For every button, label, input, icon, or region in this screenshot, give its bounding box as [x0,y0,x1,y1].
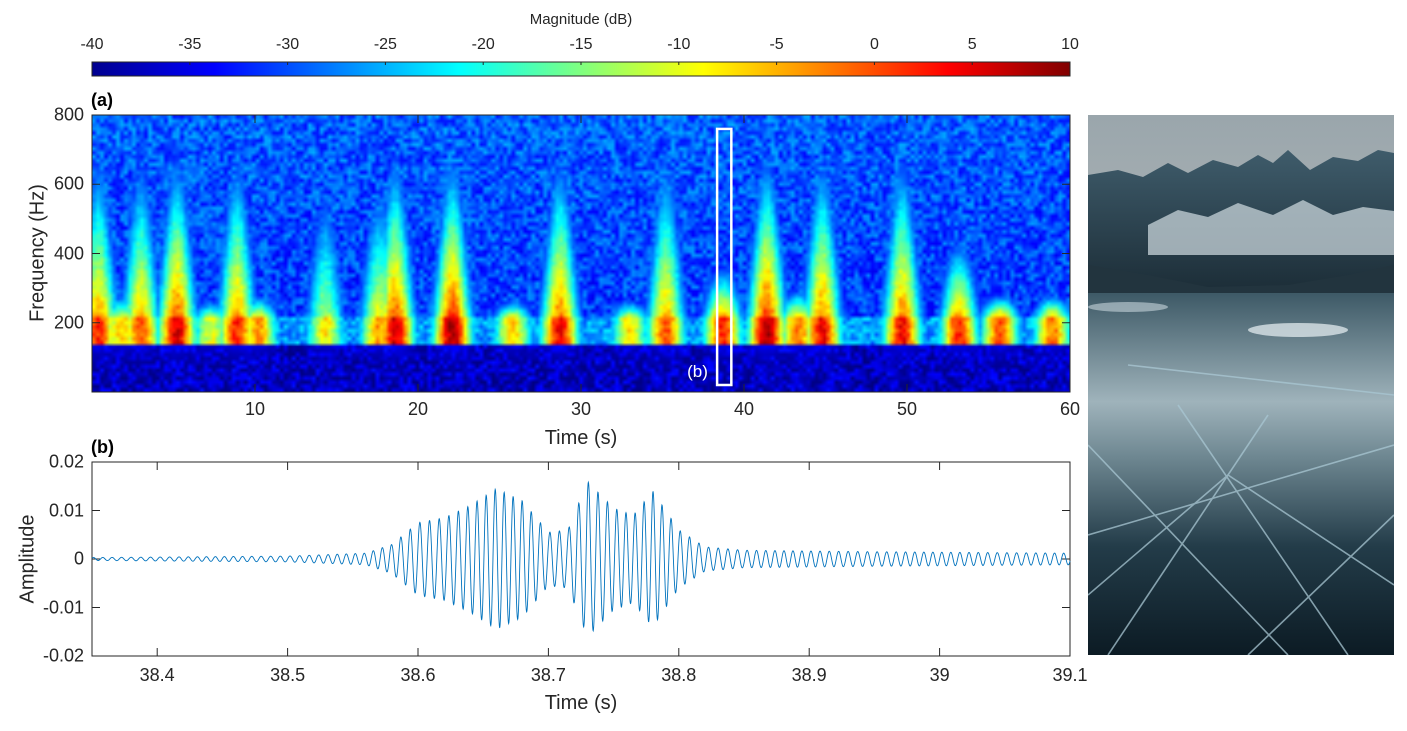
highlight-box-label: (b) [687,362,708,381]
waveform-y-tick-label: -0.01 [42,597,84,617]
spectrogram-y-tick-label: 800 [53,104,84,125]
colorbar-tick-label: -25 [373,36,397,53]
spectrogram-x-tick-label: 10 [244,399,266,419]
spectrogram-y-tick-label: 200 [53,312,84,333]
waveform-x-tick-label: 39.1 [1052,665,1088,685]
colorbar-tick-label: 10 [1061,36,1079,53]
spectrogram-x-tick-label: 40 [733,399,755,419]
spectrogram-x-tick-label: 50 [896,399,918,419]
spectrogram-x-axis-title: Time (s) [544,427,618,449]
frozen-lake-photo [1088,115,1394,655]
waveform-x-tick-label: 39 [929,665,950,685]
waveform-x-tick-label: 38.8 [661,665,697,685]
colorbar-tick-label: -30 [276,36,300,53]
colorbar-tick-label: -5 [769,36,784,53]
panel-label-a: (a) [91,90,113,110]
waveform-y-tick-label: 0 [73,548,84,569]
spectrogram [92,115,1070,392]
colorbar-tick-label: -40 [80,36,104,53]
waveform-x-tick-label: 38.7 [530,665,566,685]
spectrogram-ticks [92,114,1071,392]
colorbar-tick-label: -20 [471,36,495,53]
waveform-y-tick-label: 0.02 [48,451,84,472]
waveform-x-tick-label: 38.5 [270,665,306,685]
waveform-y-axis-title: Amplitude [16,514,39,604]
spectrogram-y-axis-title: Frequency (Hz) [26,184,49,322]
highlight-box-b [715,127,733,387]
waveform-x-axis-title: Time (s) [544,692,618,714]
spectrogram-x-tick-label: 60 [1059,399,1081,419]
waveform-ticks [92,461,1071,657]
colorbar-tick-label: -35 [178,36,202,53]
colorbar-tick-label: 0 [869,36,879,53]
panel-label-b: (b) [91,437,114,457]
waveform-x-tick-label: 38.9 [791,665,827,685]
spectrogram-x-tick-label: 30 [570,399,592,419]
waveform-x-tick-label: 38.6 [400,665,436,685]
spectrogram-y-tick-label: 600 [53,173,84,194]
colorbar-label: Magnitude (dB) [529,11,633,28]
waveform-y-tick-label: -0.02 [42,645,84,666]
waveform-series-line [91,480,1071,633]
colorbar-tick-label: 5 [967,36,977,53]
waveform-y-tick-label: 0.01 [48,500,84,520]
spectrogram-image [92,115,1070,392]
spectrogram-y-tick-label: 400 [53,243,84,263]
colorbar-tick-label: -15 [569,36,593,53]
colorbar-ticks [91,62,1071,65]
colorbar-tick-label: -10 [667,36,691,53]
spectrogram-x-tick-label: 20 [407,399,429,419]
waveform-x-tick-label: 38.4 [139,665,175,685]
